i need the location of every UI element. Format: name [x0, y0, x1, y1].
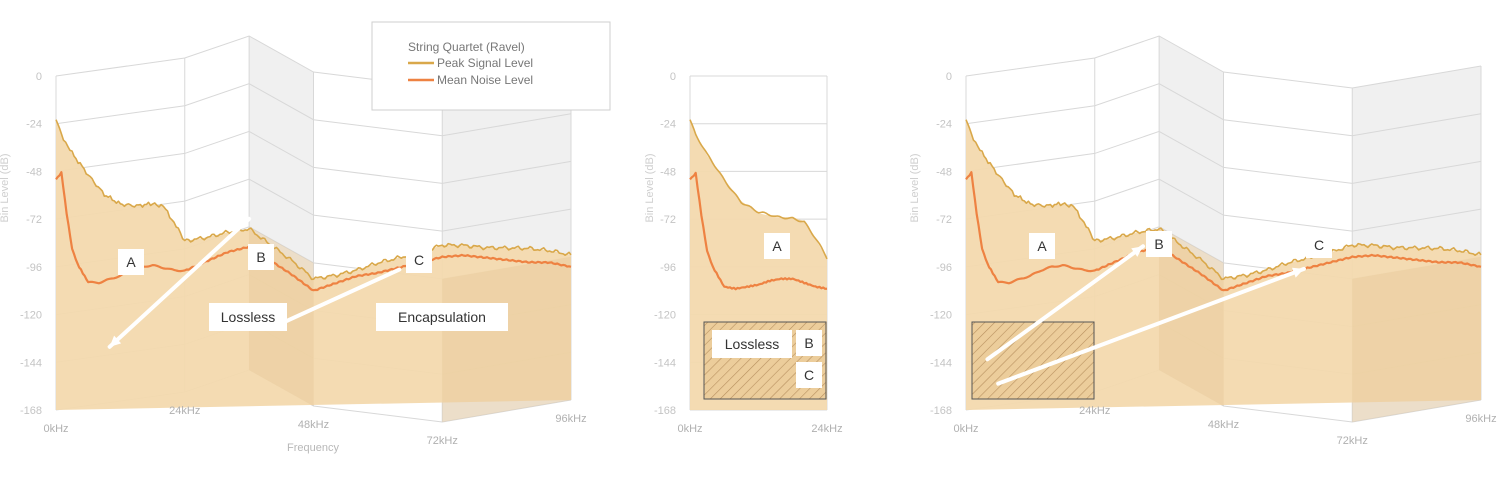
y-tick-label: -120 — [654, 310, 676, 322]
annotation-box-a — [1029, 233, 1055, 259]
x-tick-label: 24kHz — [1079, 405, 1110, 417]
y-tick-label: -120 — [930, 310, 952, 322]
x-tick-label: 48kHz — [298, 419, 329, 431]
grid-line-3 — [965, 178, 1482, 232]
x-tick-label: 24kHz — [811, 423, 842, 435]
y-tick-label: -144 — [20, 357, 42, 369]
chart-panel-3: 0 -24 -48 -72 -96 -120 -144 -168 Bin Level (dB) 0… — [909, 35, 1497, 447]
y-tick-label: 0 — [670, 71, 676, 83]
annotation-box-lossless — [712, 330, 792, 358]
annotation-box-b — [1146, 231, 1172, 257]
chart-panel-2: 0 -24 -48 -72 -96 -120 -144 -168 Bin Level (dB) 0… — [644, 71, 843, 435]
y-tick-label: -96 — [660, 262, 676, 274]
peak-signal-line — [55, 119, 572, 281]
annotation-label-a: A — [772, 238, 782, 254]
annotation-label-c: C — [804, 367, 814, 383]
y-tick-label: -24 — [26, 119, 42, 131]
y-tick-label: -48 — [26, 166, 42, 178]
grid-line-3 — [55, 178, 572, 232]
y-tick-label: -24 — [936, 119, 952, 131]
x-tick-label: 48kHz — [1208, 419, 1239, 431]
y-tick-label: 0 — [946, 71, 952, 83]
annotation-box-c — [796, 362, 822, 388]
annotation-label-lossless: Lossless — [221, 309, 275, 325]
grid-line-2 — [965, 130, 1482, 184]
pointer-arrowhead-2 — [1292, 267, 1304, 278]
y-tick-label: 0 — [36, 71, 42, 83]
y-axis-label: Bin Level (dB) — [644, 153, 656, 222]
x-tick-label: 0kHz — [677, 423, 702, 435]
annotation-label-b: B — [256, 249, 265, 265]
peak-signal-line — [965, 119, 1482, 281]
annotation-box-lossless — [209, 303, 287, 331]
x-tick-label: 96kHz — [555, 413, 586, 425]
pointer-arrowhead-1 — [1131, 246, 1144, 257]
y-tick-label: -96 — [936, 262, 952, 274]
legend: String Quartet (Ravel) Peak Signal Level… — [371, 21, 611, 111]
x-tick-label: 0kHz — [43, 423, 68, 435]
chart-panel-1: 0 -24 -48 -72 -96 -120 -144 -168 Bin Level (dB) 0… — [0, 35, 587, 454]
peak-signal-line — [689, 119, 828, 260]
annotation-box-c — [406, 247, 432, 273]
x-tick-label: 96kHz — [1465, 413, 1496, 425]
fold-shade-1 — [1159, 226, 1224, 406]
annotation-label-a: A — [126, 254, 136, 270]
y-tick-label: -144 — [930, 357, 952, 369]
y-tick-label: -144 — [654, 357, 676, 369]
grid-line-2 — [55, 130, 572, 184]
annotation-box-a — [118, 249, 144, 275]
grid-line-0 — [965, 35, 1482, 89]
pointer-arrowhead-1 — [109, 335, 122, 347]
annotation-label-a: A — [1037, 238, 1047, 254]
fold-shade-2 — [442, 256, 571, 422]
annotation-box-b — [248, 244, 274, 270]
y-tick-label: -72 — [660, 214, 676, 226]
annotation-label-lossless: Lossless — [725, 336, 779, 352]
y-tick-label: -72 — [26, 214, 42, 226]
annotation-box-encapsulation — [376, 303, 508, 331]
y-tick-label: -48 — [660, 166, 676, 178]
legend-box — [371, 21, 611, 111]
y-axis-label: Bin Level (dB) — [909, 153, 921, 222]
annotation-box-b — [796, 330, 822, 356]
y-tick-label: -120 — [20, 310, 42, 322]
x-tick-label: 72kHz — [427, 435, 458, 447]
legend-label-noise: Mean Noise Level — [437, 73, 533, 87]
grid-line-1 — [965, 83, 1482, 137]
fold-shade-2 — [1352, 256, 1481, 422]
y-axis-label: Bin Level (dB) — [0, 153, 11, 222]
signal-area-fill — [966, 119, 1481, 410]
mean-noise-line — [965, 171, 1482, 292]
x-tick-label: 0kHz — [953, 423, 978, 435]
annotation-label-b: B — [804, 335, 813, 351]
x-tick-label: 24kHz — [169, 405, 200, 417]
annotation-box-c — [1306, 232, 1332, 258]
x-tick-label: 72kHz — [1337, 435, 1368, 447]
pointer-arrow-2 — [996, 266, 1306, 386]
annotation-label-encapsulation: Encapsulation — [398, 309, 486, 325]
y-tick-label: -96 — [26, 262, 42, 274]
pointer-arrow-1 — [985, 244, 1146, 362]
annotation-label-c: C — [414, 252, 424, 268]
annotation-label-b: B — [1154, 236, 1163, 252]
y-tick-label: -48 — [936, 166, 952, 178]
y-tick-label: -168 — [654, 405, 676, 417]
legend-label-peak: Peak Signal Level — [437, 56, 533, 70]
pointer-arrow-2 — [268, 267, 402, 331]
y-tick-label: -168 — [20, 405, 42, 417]
y-tick-label: -72 — [936, 214, 952, 226]
hatched-region — [971, 321, 1095, 400]
annotation-box-a — [764, 233, 790, 259]
y-tick-label: -24 — [660, 119, 676, 131]
annotation-label-c: C — [1314, 237, 1324, 253]
x-axis-label: Frequency — [287, 442, 339, 454]
mean-noise-line — [689, 171, 828, 291]
legend-title: String Quartet (Ravel) — [408, 40, 525, 54]
pointer-arrow-1 — [107, 216, 252, 349]
grid-line-1 — [55, 83, 572, 137]
y-tick-label: -168 — [930, 405, 952, 417]
signal-area-fill — [56, 119, 571, 410]
